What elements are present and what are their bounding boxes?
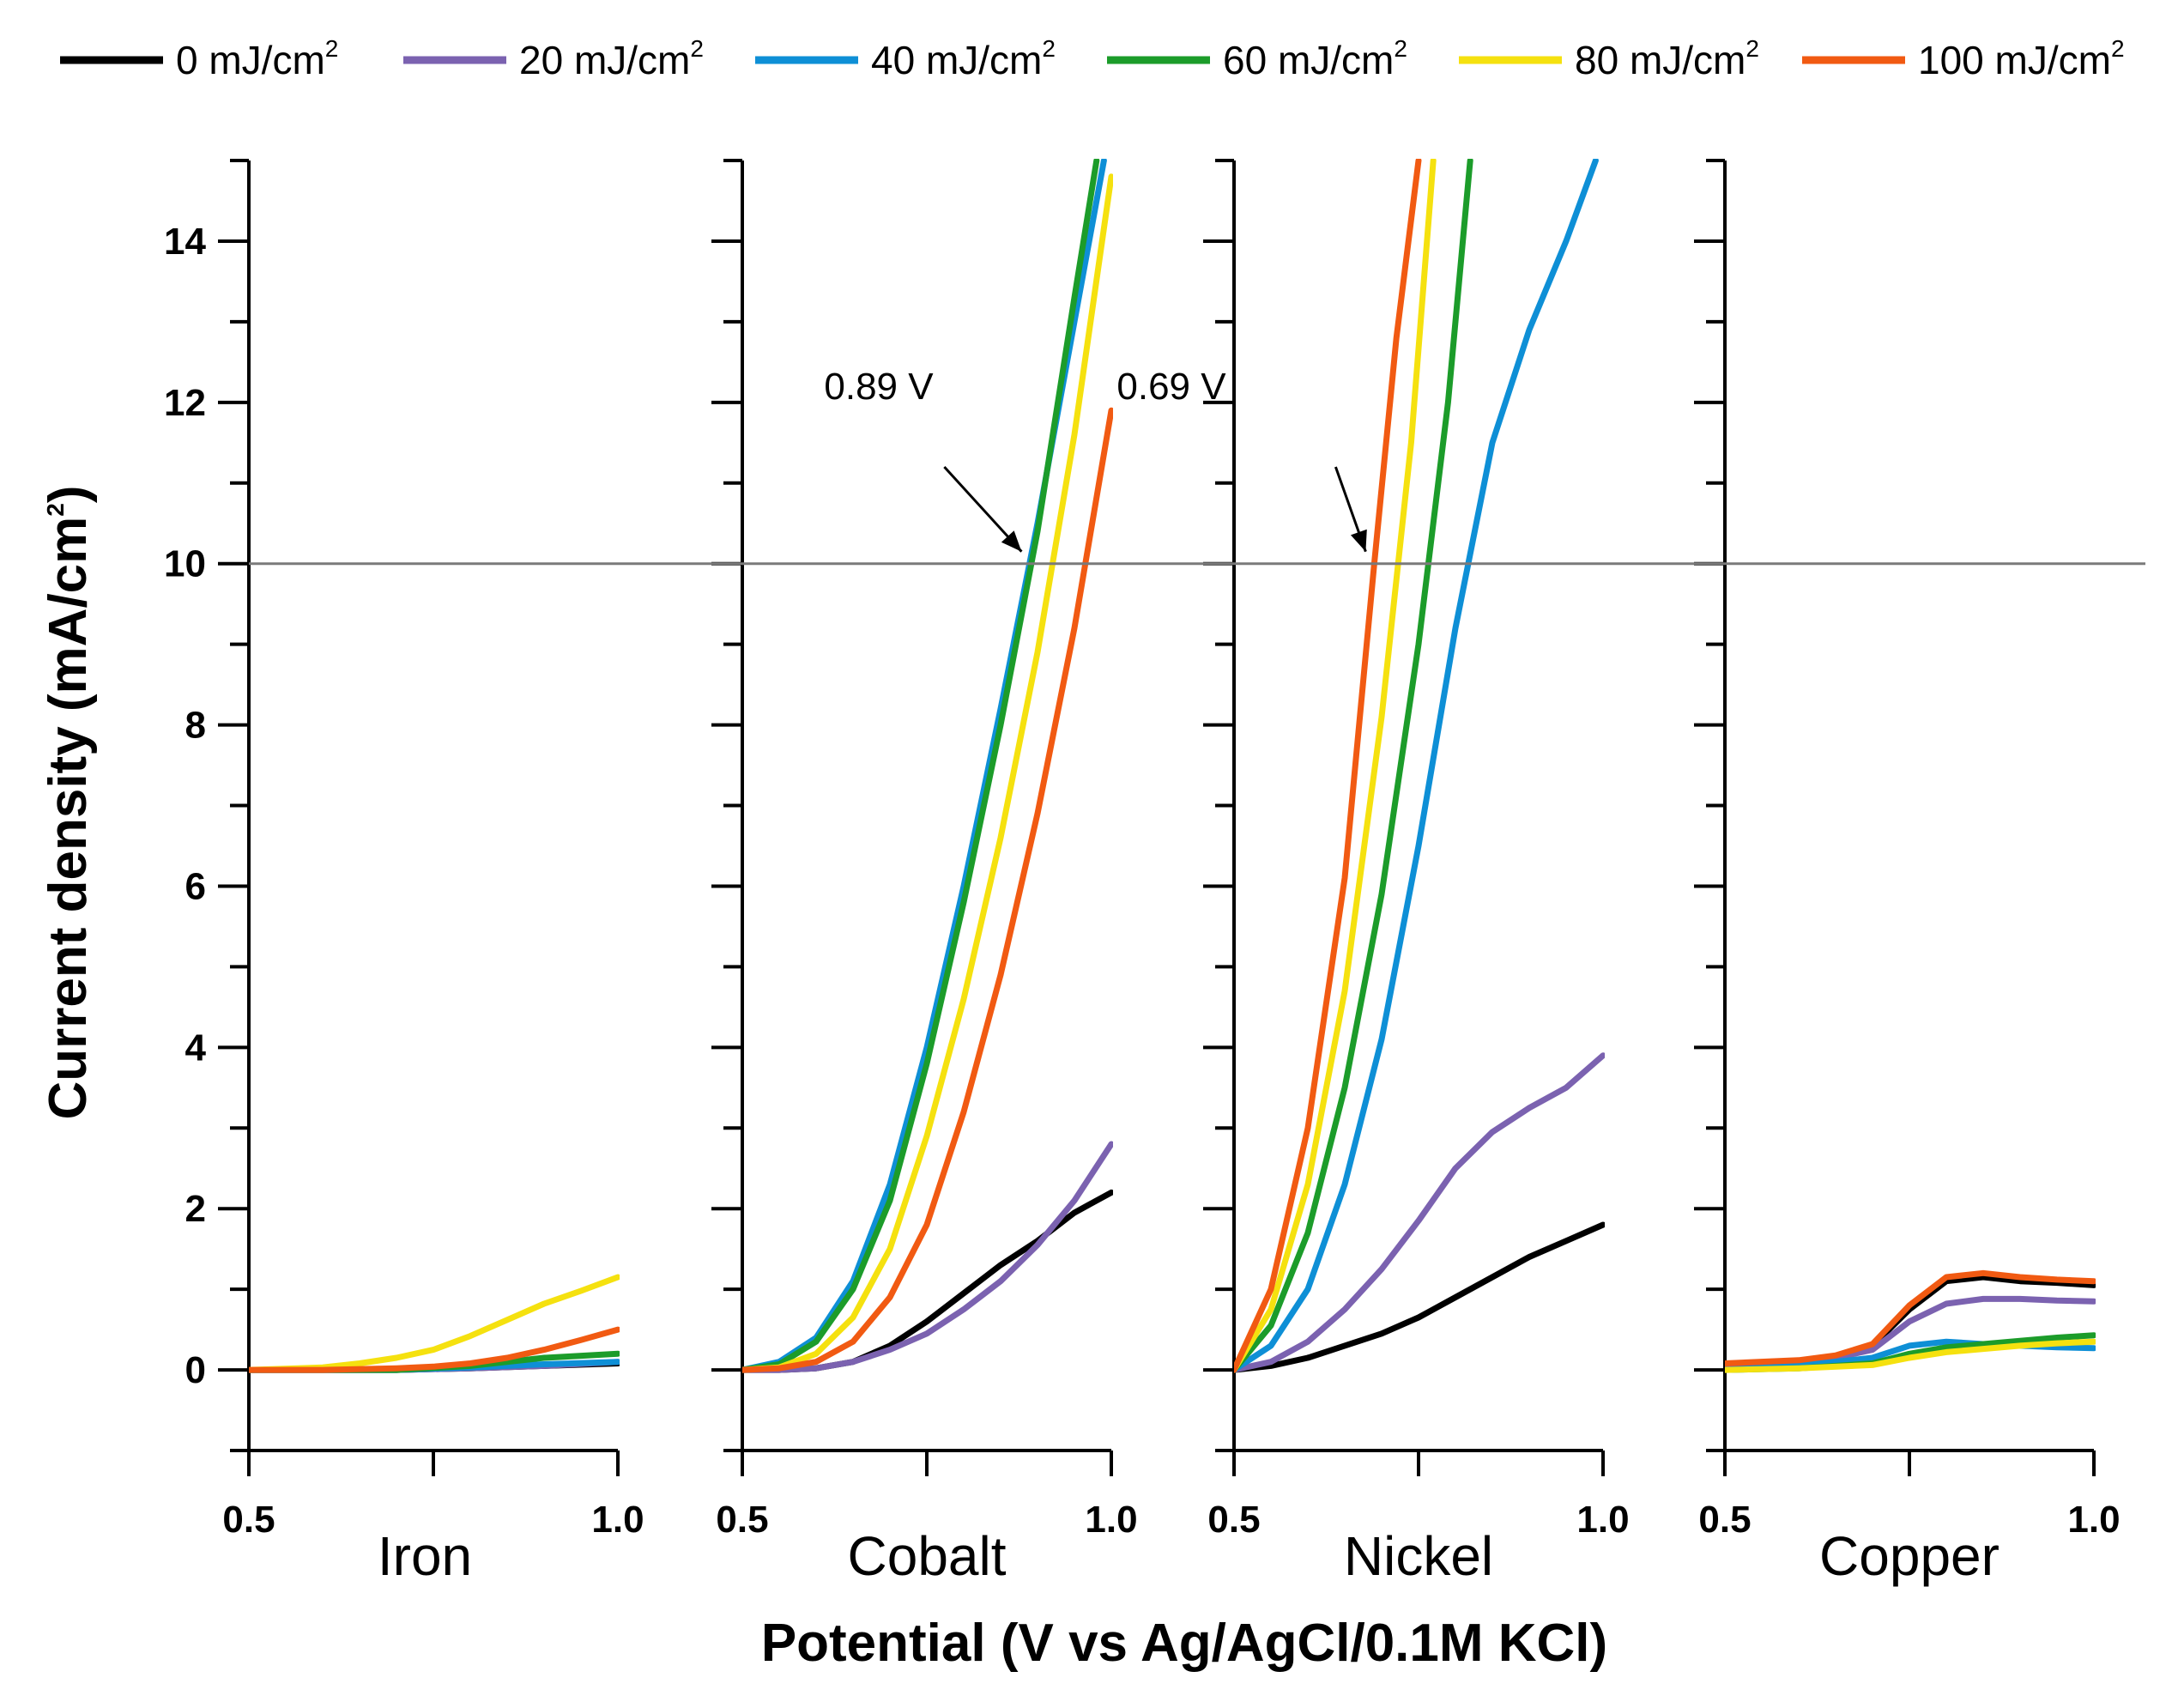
series-line (1234, 1052, 1605, 1373)
y-axis-title-close: ) (39, 485, 98, 503)
series-line (742, 159, 1100, 1373)
svg-text:Current density (mA/cm2): Current density (mA/cm2) (39, 485, 98, 1119)
panel-label: Iron (378, 1525, 472, 1587)
annotation-arrowhead (1350, 529, 1367, 552)
y-tick-label: 4 (185, 1027, 207, 1069)
y-tick-label: 2 (185, 1188, 206, 1230)
x-tick-label: 0.5 (716, 1499, 768, 1541)
legend-label: 100 mJ/cm2 (1918, 35, 2125, 82)
panel-label: Nickel (1344, 1525, 1493, 1587)
series-line (249, 1274, 620, 1373)
series-line (1234, 159, 1437, 1373)
series-line (1234, 159, 1473, 1373)
series-line (742, 407, 1113, 1373)
panel-iron: 0 2 4 6 8 10 12 14 0.5 1.0 Iron (164, 159, 644, 1587)
legend-item: 0 mJ/cm2 (60, 35, 338, 82)
panel-copper: 0.5 1.0 Copper (1694, 159, 2121, 1587)
series-line (1725, 1338, 2096, 1373)
x-tick-label: 1.0 (1085, 1499, 1137, 1541)
y-tick-label: 10 (164, 543, 206, 585)
y-tick-label: 8 (185, 705, 206, 747)
legend-label: 60 mJ/cm2 (1223, 35, 1407, 82)
legend-label: 80 mJ/cm2 (1575, 35, 1759, 82)
panel-label: Cobalt (848, 1525, 1007, 1587)
y-tick-label: 6 (185, 865, 206, 907)
y-tick-label: 0 (185, 1349, 206, 1391)
legend-item: 40 mJ/cm2 (755, 35, 1056, 82)
series-line (1234, 1221, 1605, 1373)
y-axis-title-sup: 2 (42, 503, 69, 517)
x-tick-label: 0.5 (1698, 1499, 1751, 1541)
panel-nickel: 0.5 1.0 Nickel 0.69 V (1116, 159, 1630, 1587)
legend-label: 40 mJ/cm2 (871, 35, 1056, 82)
y-axis-title-text: Current density (mA/cm (39, 517, 98, 1120)
legend-item: 80 mJ/cm2 (1459, 35, 1759, 82)
series-line (742, 1141, 1113, 1373)
legend-item: 60 mJ/cm2 (1107, 35, 1407, 82)
series-line (742, 173, 1113, 1373)
series-line (1234, 159, 1599, 1373)
x-tick-label: 1.0 (1576, 1499, 1629, 1541)
x-tick-label: 0.5 (1207, 1499, 1260, 1541)
x-tick-label: 0.5 (222, 1499, 275, 1541)
annotation-label: 0.69 V (1116, 366, 1226, 408)
series-line (249, 1326, 620, 1373)
x-axis-title: Potential (V vs Ag/AgCl/0.1M KCl) (761, 1614, 1607, 1673)
legend-item: 100 mJ/cm2 (1802, 35, 2125, 82)
annotation-label: 0.89 V (824, 366, 934, 408)
panel-label: Copper (1819, 1525, 2000, 1587)
y-tick-label: 12 (164, 382, 206, 424)
annotation-arrowhead (1001, 530, 1022, 552)
series-line (1234, 159, 1422, 1373)
legend-label: 20 mJ/cm2 (519, 35, 704, 82)
x-tick-label: 1.0 (591, 1499, 644, 1541)
legend: 0 mJ/cm2 20 mJ/cm2 40 mJ/cm2 60 mJ/cm2 80 mJ… (60, 35, 2125, 82)
panel-cobalt: 0.5 1.0 Cobalt 0.89 V (711, 159, 1138, 1587)
x-tick-label: 1.0 (2067, 1499, 2120, 1541)
y-axis-title: Current density (mA/cm2) (39, 485, 98, 1119)
legend-item: 20 mJ/cm2 (403, 35, 704, 82)
legend-label: 0 mJ/cm2 (176, 35, 338, 82)
y-tick-label: 14 (164, 221, 206, 263)
series-line (1725, 1269, 2096, 1366)
